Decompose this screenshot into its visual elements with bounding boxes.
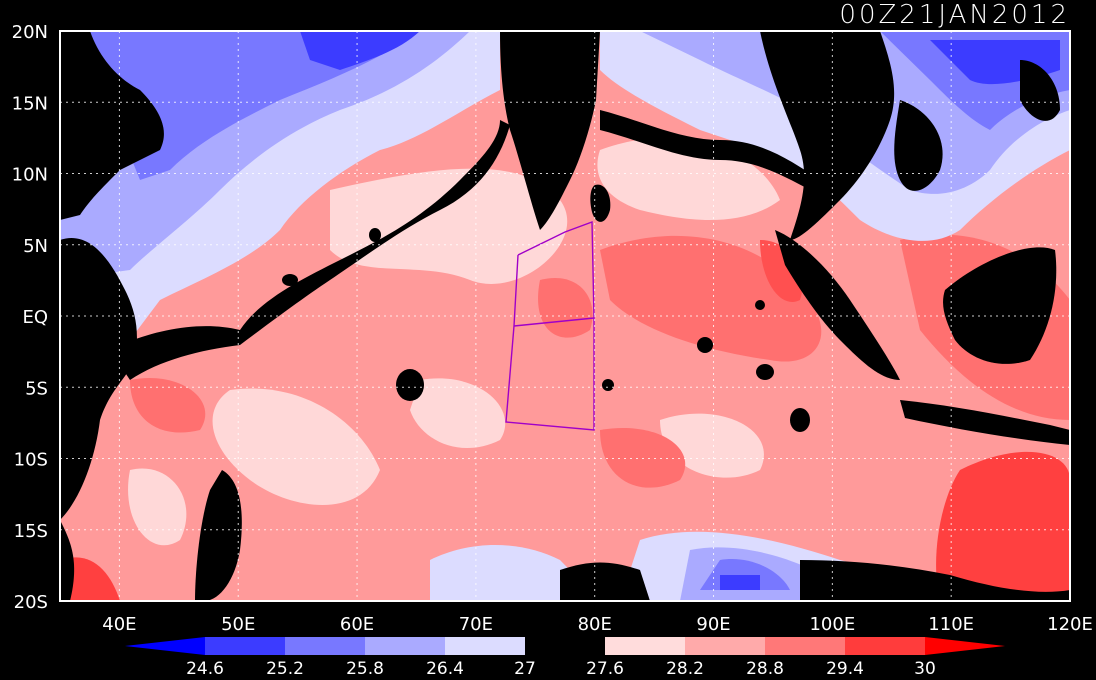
x-tick-label: 60E <box>340 614 374 635</box>
colorbar-label: 27.6 <box>586 659 624 679</box>
colorbar-label: 30 <box>914 659 936 679</box>
colorbar-label: 28.8 <box>746 659 784 679</box>
y-axis-ticks: 20N 15N 10N 5N EQ 5S 10S 15S 20S <box>12 22 48 613</box>
x-tick-label: 120E <box>1047 614 1093 635</box>
colorbar-swatch <box>845 637 925 655</box>
x-tick-label: 100E <box>809 614 855 635</box>
y-tick-label: 20S <box>14 592 48 613</box>
colorbar-label: 25.8 <box>346 659 384 679</box>
y-tick-label: 5N <box>23 236 48 257</box>
colorbar-swatch <box>685 637 765 655</box>
colorbar-label: 28.2 <box>666 659 704 679</box>
colorbar-right-arrow <box>925 637 1005 655</box>
gridlines <box>60 31 1070 601</box>
colorbar-label: 25.2 <box>266 659 304 679</box>
colorbar-swatch <box>205 637 285 655</box>
x-tick-label: 80E <box>578 614 612 635</box>
x-tick-label: 50E <box>221 614 255 635</box>
y-tick-label: 15N <box>12 93 48 114</box>
y-tick-label: 15S <box>14 521 48 542</box>
x-tick-label: 70E <box>459 614 493 635</box>
colorbar-swatch <box>365 637 445 655</box>
map-title: 00Z21JAN2012 <box>839 0 1070 30</box>
colorbar-swatch <box>525 637 605 655</box>
y-tick-label: 5S <box>25 378 48 399</box>
x-tick-label: 40E <box>102 614 136 635</box>
x-tick-label: 110E <box>928 614 974 635</box>
colorbar-label: 24.6 <box>186 659 224 679</box>
colorbar: 24.6 25.2 25.8 26.4 27 27.6 28.2 28.8 29.4 30 <box>125 637 1005 679</box>
y-tick-label: 20N <box>12 22 48 43</box>
colorbar-label: 26.4 <box>426 659 464 679</box>
colorbar-swatch <box>765 637 845 655</box>
y-tick-label: EQ <box>22 307 48 328</box>
colorbar-swatch <box>285 637 365 655</box>
colorbar-label: 27 <box>514 659 536 679</box>
colorbar-label: 29.4 <box>826 659 864 679</box>
colorbar-swatch <box>605 637 685 655</box>
y-tick-label: 10N <box>12 165 48 186</box>
colorbar-left-arrow <box>125 637 205 655</box>
x-axis-ticks: 40E 50E 60E 70E 80E 90E 100E 110E 120E <box>102 614 1093 635</box>
y-tick-label: 10S <box>14 450 48 471</box>
colorbar-swatch <box>445 637 525 655</box>
x-tick-label: 90E <box>696 614 730 635</box>
overlay-polygon <box>505 221 595 431</box>
